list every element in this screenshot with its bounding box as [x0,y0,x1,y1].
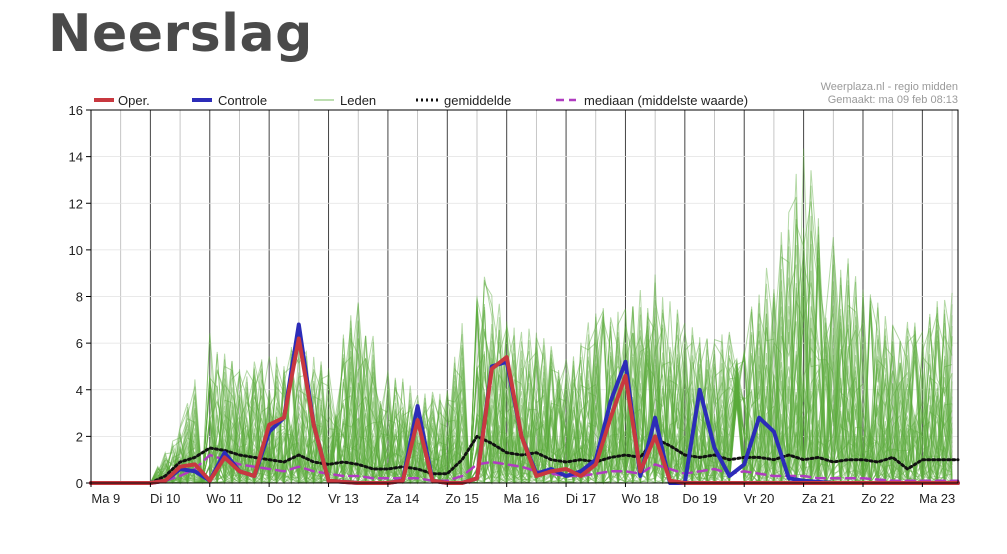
member-trace [91,244,953,485]
y-tick-label: 12 [69,196,83,211]
y-tick-label: 0 [76,476,83,491]
y-tick-label: 10 [69,243,83,258]
member-trace [91,148,953,485]
member-trace [91,255,953,485]
member-trace [91,237,953,485]
member-trace [91,229,953,484]
member-trace [91,196,953,485]
member-trace [91,309,953,485]
member-trace [91,292,953,485]
member-trace [91,284,953,485]
x-tick-label: Ma 23 [919,491,955,506]
y-axis: 0 2 4 6 8 10 12 14 16 [69,103,91,491]
x-tick-label: Zo 15 [446,491,479,506]
member-trace [91,230,953,485]
x-tick-label: Di 17 [566,491,596,506]
member-trace [91,173,953,485]
legend-label: Oper. [118,93,150,108]
legend-label: Leden [340,93,376,108]
member-trace [91,282,953,485]
member-trace [91,250,953,484]
member-trace [91,202,953,484]
member-trace [91,312,953,485]
member-trace [91,273,953,485]
member-trace [91,267,953,485]
members-series [91,148,953,485]
y-tick-label: 14 [69,150,83,165]
x-tick-label: Vr 13 [328,491,359,506]
series-dashed-magenta [89,453,960,485]
member-trace [91,218,953,485]
y-tick-label: 6 [76,336,83,351]
x-tick-label: Ma 16 [503,491,539,506]
legend-label: Controle [218,93,267,108]
legend: Oper. Controle Leden gemiddelde mediaan (mid… [94,93,748,108]
x-tick-label: Vr 20 [744,491,775,506]
x-tick-label: Za 21 [802,491,835,506]
x-tick-label: Wo 18 [622,491,659,506]
x-tick-label: Do 19 [682,491,717,506]
credit-source: Weerplaza.nl - regio midden [821,81,958,93]
y-tick-label: 8 [76,290,83,305]
y-tick-label: 2 [76,429,83,444]
member-trace [91,226,953,485]
y-tick-label: 4 [76,383,83,398]
x-tick-label: Za 14 [386,491,419,506]
x-tick-label: Wo 11 [206,491,242,506]
credit-timestamp: Gemaakt: ma 09 feb 08:13 [828,94,958,106]
y-tick-label: 16 [69,103,83,118]
x-tick-label: Do 12 [267,491,302,506]
x-tick-label: Zo 22 [861,491,894,506]
member-trace [91,311,953,485]
member-trace [91,218,953,485]
statistics-series [89,434,960,485]
member-trace [91,277,953,485]
page-title: Neerslag [48,4,313,64]
x-axis: Ma 9 Di 10 Wo 11 Do 12 Vr 13 Za 14 Zo 15 Ma 16 D… [90,483,955,506]
legend-label: mediaan (middelste waarde) [584,93,748,108]
x-tick-label: Di 10 [150,491,180,506]
series-dotted-black [89,434,960,485]
member-trace [91,298,953,485]
member-trace [91,315,953,485]
member-trace [91,280,953,485]
member-trace [91,313,953,485]
x-tick-label: Ma 9 [91,491,120,506]
member-trace [91,279,953,485]
member-trace [91,276,953,484]
member-trace [91,246,953,484]
member-trace [91,170,953,485]
legend-label: gemiddelde [444,93,511,108]
member-trace [91,227,953,485]
